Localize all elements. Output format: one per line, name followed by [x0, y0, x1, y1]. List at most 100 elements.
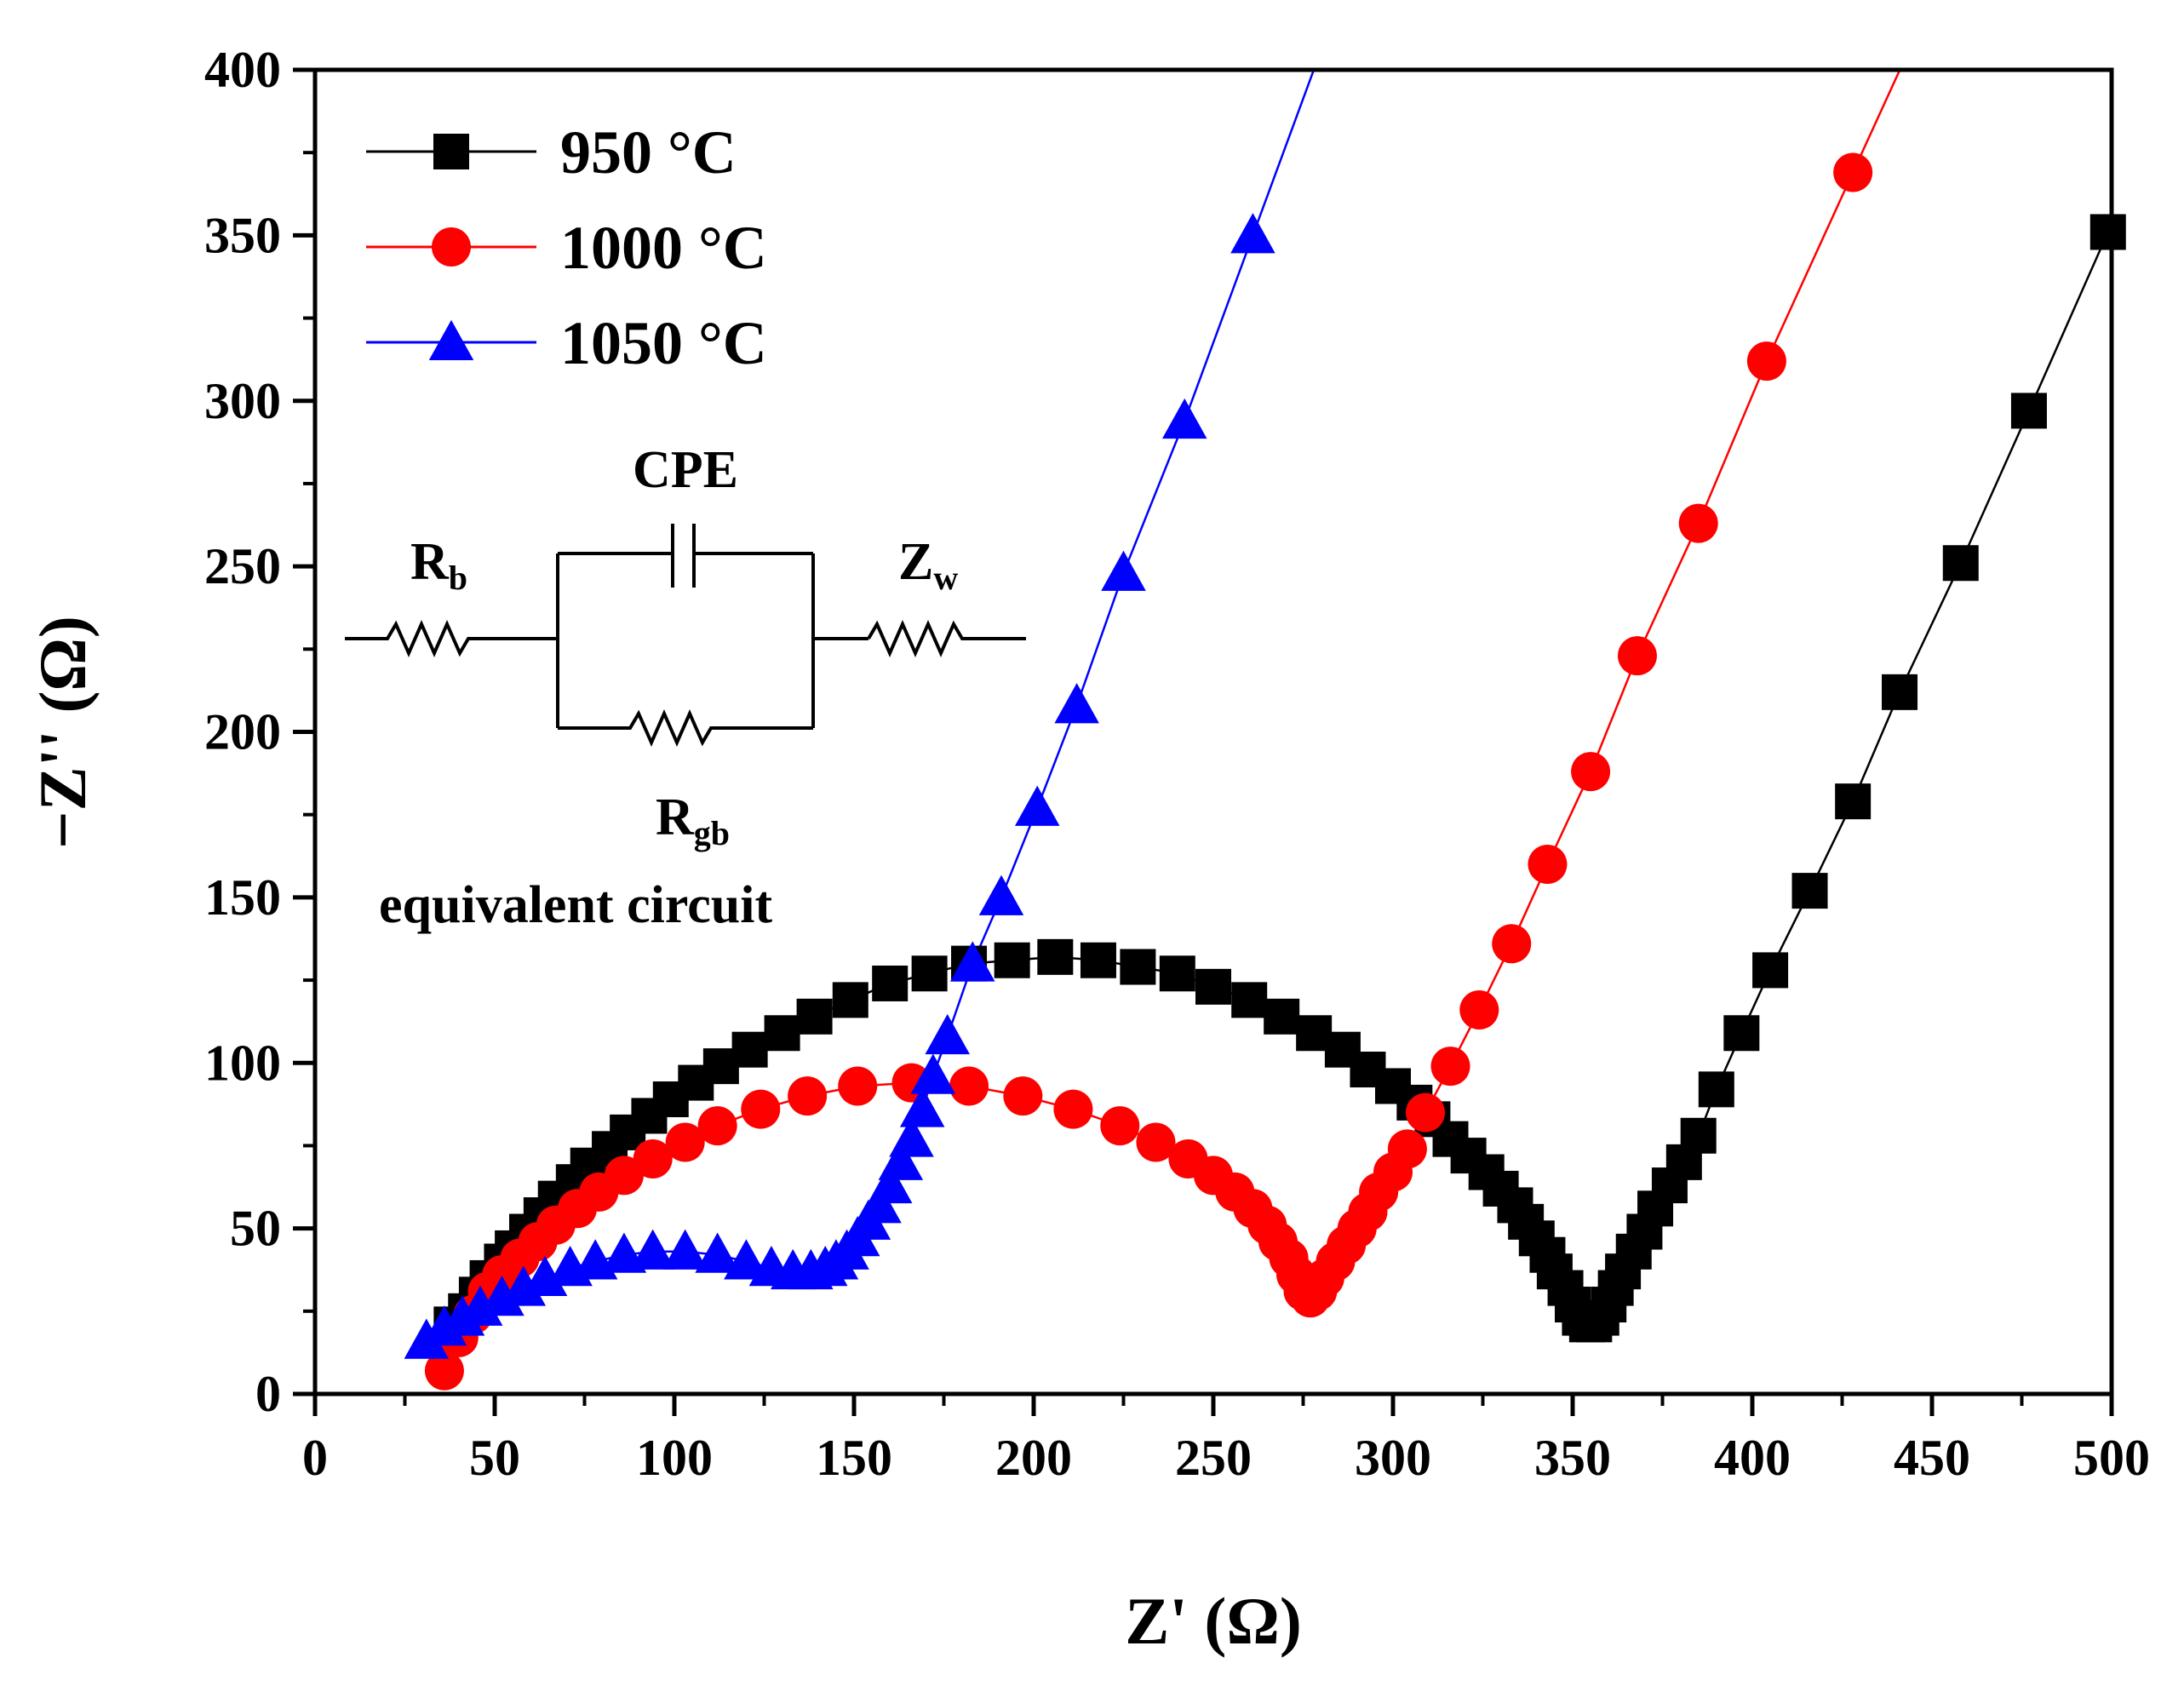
data-point [1942, 545, 1979, 582]
x-tick-label: 500 [2073, 1430, 2150, 1486]
data-point [1492, 924, 1532, 964]
x-tick-label: 250 [1175, 1430, 1252, 1486]
y-tick-label: 100 [204, 1035, 281, 1091]
data-point [1746, 341, 1786, 381]
data-point [1528, 845, 1568, 884]
data-point [731, 1031, 768, 1068]
data-point [724, 1239, 769, 1280]
data-point [950, 941, 995, 982]
data-point [925, 1013, 970, 1055]
data-point [1195, 968, 1231, 1005]
x-axis-title: Z' (Ω) [1125, 1584, 1302, 1658]
data-point [697, 1106, 737, 1146]
data-point [1698, 1071, 1734, 1108]
legend-label: 1050 °C [560, 309, 767, 377]
data-point [1230, 213, 1275, 254]
data-point [867, 1162, 913, 1204]
y-tick-label: 50 [230, 1201, 281, 1257]
equivalent-circuit-caption: equivalent circuit [379, 876, 772, 934]
data-point [1120, 949, 1156, 985]
data-point [1723, 1015, 1760, 1052]
data-point [1791, 873, 1828, 909]
x-tick-label: 350 [1534, 1430, 1611, 1486]
data-point [633, 1138, 673, 1178]
data-point [911, 955, 948, 992]
y-tick-label: 300 [204, 373, 281, 429]
data-point [788, 1076, 828, 1116]
data-point [1080, 942, 1116, 978]
data-point [1387, 1129, 1427, 1169]
data-point [910, 1053, 956, 1094]
data-point [1159, 955, 1195, 992]
data-point [1037, 938, 1074, 975]
series-line [426, 70, 1316, 1342]
x-tick-label: 450 [1894, 1430, 1970, 1486]
x-axis-ticks: 0 50 100 150 200 250 300 350 400 450 500 [302, 1394, 2150, 1486]
x-tick-label: 50 [469, 1430, 520, 1486]
data-point [889, 1116, 934, 1157]
data-point [1054, 683, 1099, 724]
y-tick-label: 400 [204, 42, 281, 98]
y-tick-label: 200 [204, 704, 281, 760]
data-point [1100, 1106, 1140, 1146]
data-point [1161, 398, 1207, 439]
y-axis-ticks: 0 50 100 150 200 250 300 350 400 [204, 42, 315, 1422]
data-point [1430, 1047, 1470, 1087]
data-point [1231, 982, 1268, 1018]
data-point [695, 1232, 740, 1273]
data-point [764, 1015, 800, 1052]
resistor-rb-icon [345, 620, 490, 657]
legend-label: 1000 °C [560, 214, 767, 282]
y-tick-label: 350 [204, 207, 281, 263]
data-point [838, 1066, 878, 1106]
legend-marker [433, 134, 469, 169]
data-point [1053, 1089, 1093, 1129]
data-point [832, 982, 868, 1018]
equivalent-circuit-inset [345, 524, 1026, 747]
series-curves [426, 70, 2112, 1372]
data-point [878, 1139, 924, 1180]
data-point [630, 1229, 675, 1270]
legend: 950 °C 1000 °C 1050 °C [366, 118, 767, 377]
data-point [1136, 1122, 1176, 1162]
x-tick-label: 100 [636, 1430, 713, 1486]
resistor-rgb-icon [558, 709, 813, 747]
zw-label: Zw [898, 533, 958, 597]
x-tick-label: 300 [1355, 1430, 1431, 1486]
data-point [1752, 952, 1789, 989]
data-point [796, 998, 833, 1035]
data-point [2010, 393, 2047, 429]
data-point [665, 1122, 705, 1162]
data-point [1405, 1092, 1445, 1133]
data-point [1014, 785, 1060, 826]
y-axis-title: −Z'' (Ω) [26, 616, 100, 849]
data-point [978, 875, 1024, 915]
data-point [1101, 550, 1146, 591]
data-point [662, 1229, 708, 1270]
series-markers [404, 152, 2126, 1391]
data-point [1882, 674, 1918, 710]
x-tick-label: 0 [302, 1430, 328, 1486]
rgb-label: Rgb [656, 789, 730, 852]
legend-marker [428, 319, 474, 360]
legend-label: 950 °C [560, 118, 737, 186]
data-point [2089, 214, 2126, 250]
y-tick-label: 0 [255, 1366, 281, 1422]
data-point [1264, 998, 1300, 1035]
rb-label: Rb [410, 533, 467, 597]
data-point [949, 1066, 989, 1106]
data-point [1835, 783, 1872, 820]
x-tick-label: 400 [1714, 1430, 1791, 1486]
data-point [741, 1089, 781, 1129]
data-point [1571, 752, 1611, 792]
x-tick-label: 200 [995, 1430, 1072, 1486]
data-point [1459, 990, 1499, 1030]
data-point [1680, 1117, 1717, 1154]
y-tick-label: 250 [204, 538, 281, 594]
data-point [1833, 152, 1873, 192]
data-point [1617, 636, 1657, 676]
data-point [604, 1156, 644, 1196]
x-tick-label: 150 [816, 1430, 892, 1486]
circuit-labels: Rb CPE Zw Rgb equivalent circuit [379, 441, 958, 934]
